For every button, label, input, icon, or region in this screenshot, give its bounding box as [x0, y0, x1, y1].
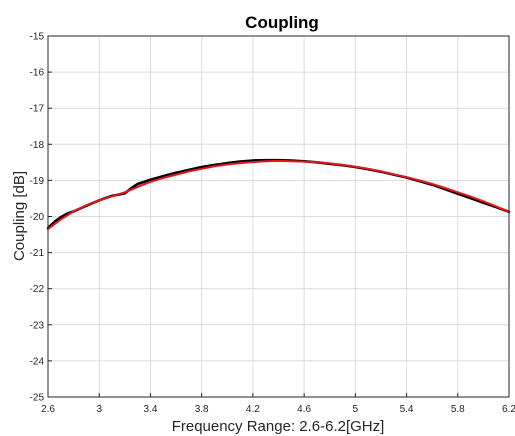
y-tick-label: -22 — [30, 284, 45, 295]
x-tick-label: 2.6 — [41, 404, 55, 415]
y-tick-label: -16 — [30, 68, 45, 79]
x-tick-label: 3 — [96, 404, 102, 415]
y-tick-label: -23 — [30, 320, 45, 331]
x-axis-label: Frequency Range: 2.6-6.2[GHz] — [172, 418, 385, 435]
y-tick-label: -18 — [30, 140, 45, 151]
y-axis-label: Coupling [dB] — [11, 171, 28, 261]
y-tick-label: -25 — [30, 393, 45, 404]
x-tick-label: 5 — [353, 404, 359, 415]
x-tick-label: 4.6 — [297, 404, 311, 415]
x-tick-label: 3.4 — [143, 404, 157, 415]
y-tick-label: -19 — [30, 176, 45, 187]
x-tick-label: 5.8 — [451, 404, 465, 415]
x-tick-label: 4.2 — [246, 404, 260, 415]
y-tick-label: -17 — [30, 104, 45, 115]
data-series — [46, 158, 511, 231]
y-tick-label: -24 — [30, 356, 45, 367]
y-tick-label: -15 — [30, 32, 45, 43]
x-tick-label: 3.8 — [195, 404, 209, 415]
y-tick-label: -21 — [30, 248, 45, 259]
x-tick-label: 6.2 — [502, 404, 515, 415]
grid-lines — [47, 35, 510, 398]
y-tick-label: -20 — [30, 212, 45, 223]
series-line-2 — [47, 159, 510, 231]
x-tick-labels: 2.6 3 3.4 3.8 4.2 4.6 5 5.4 5.8 6.2 — [41, 404, 515, 415]
plot-border — [47, 35, 510, 398]
x-tick-label: 5.4 — [400, 404, 414, 415]
y-tick-labels: -15 -16 -17 -18 -19 -20 -21 -22 -23 -24 -25 — [30, 32, 45, 404]
chart-title: Coupling — [245, 13, 319, 32]
